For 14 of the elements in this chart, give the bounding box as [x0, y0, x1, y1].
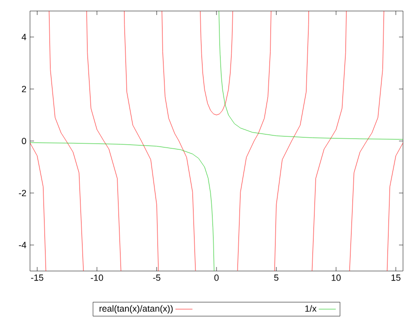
x-tick-label: 0 [214, 274, 219, 281]
x-tick-label: -15 [31, 274, 44, 281]
x-tick-label: 15 [392, 274, 400, 281]
x-tick-label: 5 [274, 274, 278, 281]
y-tick-label: 4 [22, 34, 26, 40]
y-tick-label: 0 [22, 138, 26, 144]
x-tick-label: 10 [332, 274, 341, 281]
x-tick-label: -10 [90, 274, 104, 281]
legend-label: 1/x [305, 305, 317, 312]
y-tick-label: -4 [18, 242, 26, 248]
x-tick-label: -5 [153, 274, 160, 281]
y-tick-label: -2 [18, 190, 26, 196]
legend-label: real(tan(x)/atan(x)) [100, 305, 173, 314]
y-tick-label: 2 [22, 86, 26, 92]
